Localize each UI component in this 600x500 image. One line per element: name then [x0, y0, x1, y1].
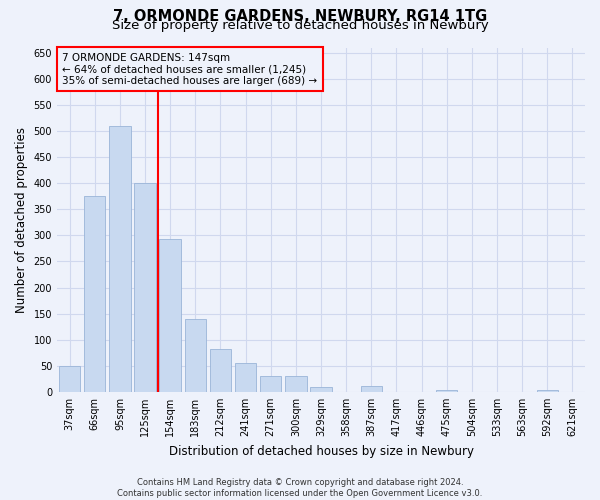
Bar	[235, 362, 256, 392]
Bar	[310, 387, 332, 392]
Text: 7 ORMONDE GARDENS: 147sqm
← 64% of detached houses are smaller (1,245)
35% of se: 7 ORMONDE GARDENS: 147sqm ← 64% of detac…	[62, 52, 317, 86]
Bar	[109, 126, 131, 392]
Bar	[285, 376, 307, 392]
Bar	[260, 376, 281, 392]
Text: 7, ORMONDE GARDENS, NEWBURY, RG14 1TG: 7, ORMONDE GARDENS, NEWBURY, RG14 1TG	[113, 9, 487, 24]
Bar	[84, 196, 106, 392]
Bar	[361, 386, 382, 392]
Bar	[59, 366, 80, 392]
Bar	[134, 183, 156, 392]
Text: Contains HM Land Registry data © Crown copyright and database right 2024.
Contai: Contains HM Land Registry data © Crown c…	[118, 478, 482, 498]
Bar	[436, 390, 457, 392]
Bar	[185, 319, 206, 392]
Bar	[160, 239, 181, 392]
Text: Size of property relative to detached houses in Newbury: Size of property relative to detached ho…	[112, 19, 488, 32]
Bar	[536, 390, 558, 392]
Bar	[210, 349, 231, 392]
X-axis label: Distribution of detached houses by size in Newbury: Distribution of detached houses by size …	[169, 444, 473, 458]
Y-axis label: Number of detached properties: Number of detached properties	[15, 126, 28, 312]
